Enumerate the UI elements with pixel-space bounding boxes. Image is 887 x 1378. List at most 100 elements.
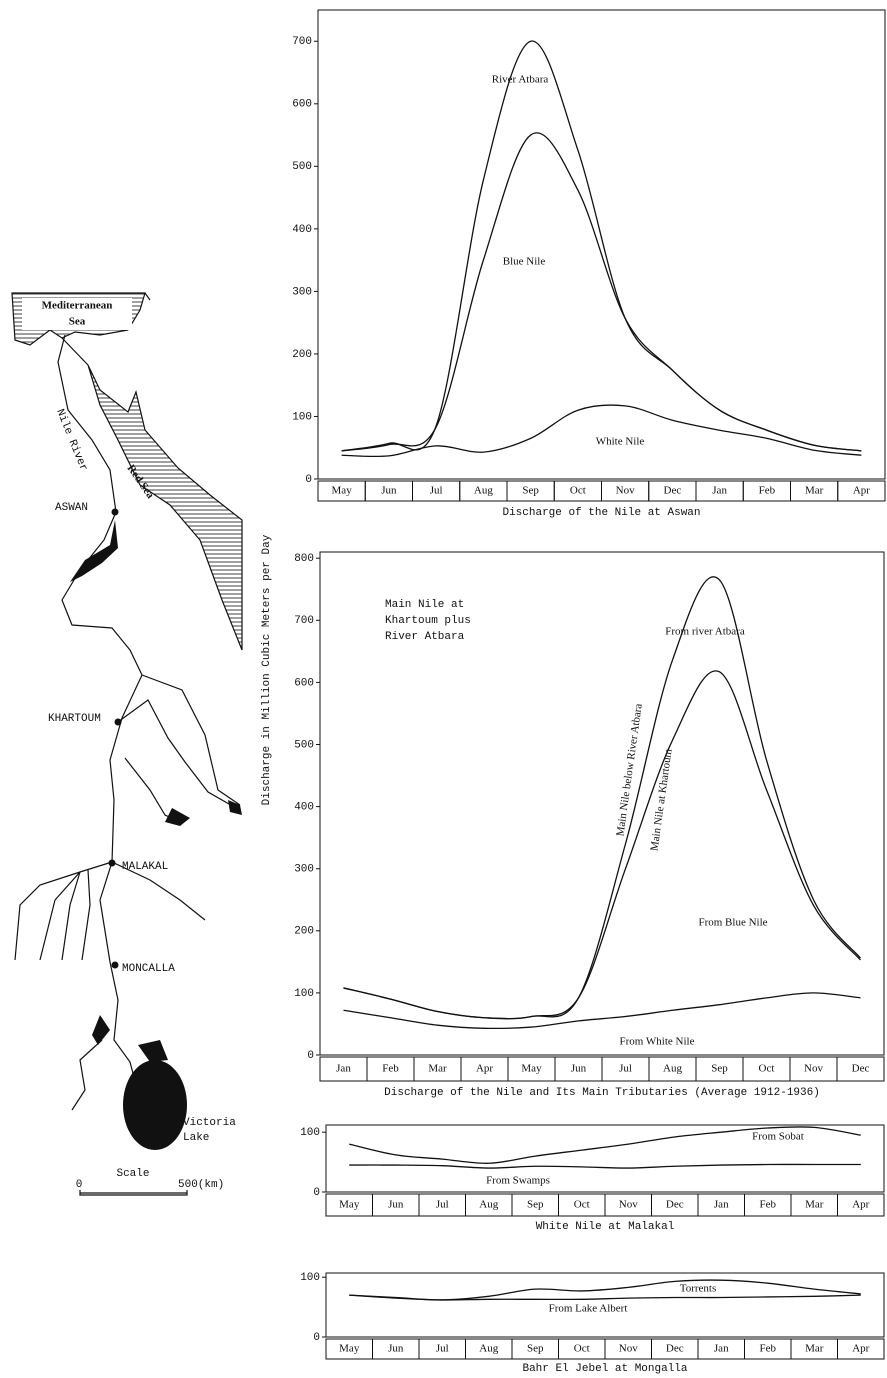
series-line [349, 1126, 861, 1164]
city-label: KHARTOUM [48, 713, 101, 725]
x-tick-label: May [339, 1343, 360, 1355]
x-tick-label: Sep [527, 1343, 544, 1355]
x-tick-label: May [521, 1063, 542, 1075]
city-dot [111, 508, 119, 516]
x-tick-label: Jun [571, 1063, 587, 1075]
x-tick-label: Feb [382, 1063, 399, 1075]
nile-river [57, 334, 143, 1101]
y-tick-label: 700 [292, 36, 312, 48]
chart-title: Bahr El Jebel at Mongalla [522, 1363, 687, 1375]
y-axis-label: Discharge in Million Cubic Meters per Da… [261, 534, 273, 805]
y-tick-label: 0 [313, 1332, 320, 1344]
curve-label: Main Nile at Khartoum [648, 748, 674, 852]
x-tick-label: Mar [805, 485, 824, 497]
lake [165, 800, 242, 826]
tributary [71, 1039, 103, 1111]
series-line [341, 132, 862, 452]
y-tick-label: 100 [300, 1272, 320, 1284]
x-tick-label: Jan [712, 485, 727, 497]
series-label: From White Nile [620, 1036, 695, 1048]
x-tick-label: Feb [760, 1199, 777, 1211]
x-tick-label: Mar [805, 1343, 824, 1355]
x-tick-label: Dec [664, 485, 682, 497]
plot-frame [317, 9, 886, 480]
y-tick-label: 0 [313, 1187, 320, 1199]
plot-frame [325, 1272, 885, 1338]
scale-bar [79, 1190, 188, 1196]
series-label: Blue Nile [503, 256, 546, 268]
chart-title: White Nile at Malakal [536, 1221, 675, 1233]
x-tick-label: Sep [527, 1199, 544, 1211]
y-tick-label: 600 [294, 677, 314, 689]
series-label: From Blue Nile [698, 917, 767, 929]
x-tick-label: Aug [474, 485, 493, 497]
plot-frame [319, 551, 885, 1056]
x-tick-label: Jan [714, 1199, 729, 1211]
x-tick-label: Nov [619, 1199, 638, 1211]
y-tick-label: 0 [307, 1050, 314, 1062]
series-line [343, 670, 861, 1020]
x-tick-label: Jan [336, 1063, 351, 1075]
annotation: Main Nile at [385, 599, 464, 611]
annotation: Khartoum plus [385, 615, 471, 627]
x-tick-label: Aug [479, 1199, 498, 1211]
lake [92, 1015, 168, 1062]
y-tick-label: 600 [292, 99, 312, 111]
x-tick-label: Dec [666, 1199, 684, 1211]
series-label: From Sobat [752, 1131, 804, 1143]
y-tick-label: 100 [294, 988, 314, 1000]
y-tick-label: 500 [294, 739, 314, 751]
series-line [343, 992, 861, 1030]
x-tick-label: Oct [574, 1199, 590, 1211]
x-tick-label: Apr [852, 1343, 869, 1355]
series-label: From Swamps [486, 1175, 550, 1187]
curve-label: Main Nile below River Atbara [614, 703, 645, 837]
city-label: MONCALLA [122, 963, 175, 975]
city-dot [108, 859, 116, 867]
coast [61, 292, 151, 366]
x-tick-label: Jul [430, 485, 443, 497]
y-tick-label: 100 [300, 1127, 320, 1139]
series-line [341, 40, 862, 452]
lake [70, 520, 118, 582]
y-tick-label: 500 [292, 161, 312, 173]
y-tick-label: 200 [292, 349, 312, 361]
scale-label: Scale [116, 1168, 149, 1180]
x-tick-label: Jul [436, 1343, 449, 1355]
y-tick-label: 800 [294, 553, 314, 565]
series-label: White Nile [596, 436, 645, 448]
x-tick-label: Jan [714, 1343, 729, 1355]
x-tick-label: Sep [711, 1063, 728, 1075]
lake-label: Victoria [183, 1117, 236, 1129]
y-tick-label: 300 [294, 864, 314, 876]
series-label: Torrents [680, 1283, 717, 1295]
x-tick-label: Sep [522, 485, 539, 497]
x-tick-label: Jun [388, 1343, 404, 1355]
y-tick-label: 700 [294, 615, 314, 627]
atbara [141, 674, 241, 806]
x-tick-label: Mar [805, 1199, 824, 1211]
series-line [349, 1163, 861, 1169]
x-tick-label: Apr [852, 1199, 869, 1211]
x-tick-label: May [339, 1199, 360, 1211]
x-tick-label: Oct [759, 1063, 775, 1075]
victoria-lake [123, 1060, 187, 1150]
x-tick-label: Jul [436, 1199, 449, 1211]
x-tick-label: Nov [616, 485, 635, 497]
x-tick-label: Nov [804, 1063, 823, 1075]
annotation: River Atbara [385, 631, 465, 643]
x-tick-label: Oct [570, 485, 586, 497]
series-label: From river Atbara [665, 626, 745, 638]
city-label: ASWAN [55, 502, 88, 514]
x-tick-label: Nov [619, 1343, 638, 1355]
x-tick-label: Dec [852, 1063, 870, 1075]
month-box [837, 1193, 885, 1217]
x-tick-label: Aug [479, 1343, 498, 1355]
month-box [837, 480, 886, 502]
x-tick-label: Apr [476, 1063, 493, 1075]
red-sea [87, 364, 243, 651]
city-label: MALAKAL [122, 861, 168, 873]
x-tick-label: Dec [666, 1343, 684, 1355]
